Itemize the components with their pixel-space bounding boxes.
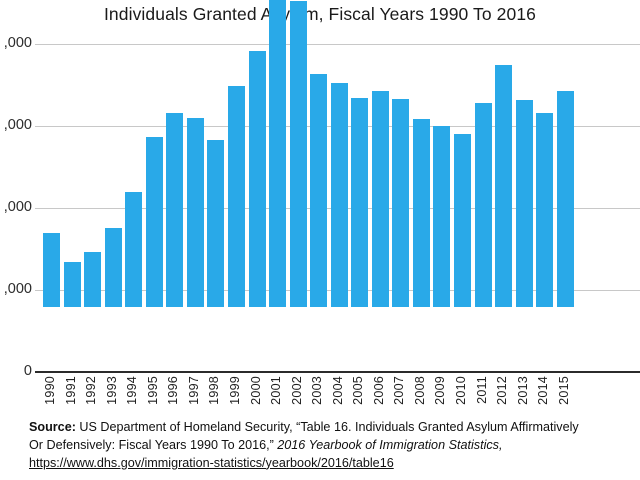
x-axis-tick-label: 1991 [63,376,78,405]
bar[interactable] [248,51,266,307]
x-axis-tick-label: 2005 [351,376,366,405]
x-axis-line [35,371,640,373]
bar[interactable] [43,233,60,307]
x-axis-tick-label: 2008 [412,376,427,405]
bar[interactable] [104,228,122,307]
x-axis-tick-label: 2011 [474,376,489,404]
x-axis-tick-label: 2012 [495,376,510,405]
source-label: Source: [29,420,76,434]
bar[interactable] [84,252,102,307]
x-axis-tick-label: 2003 [310,376,325,405]
x-axis-tick-label: 2015 [556,376,571,405]
y-axis-tick-label: ,000 [3,281,32,297]
source-line-1: Source: US Department of Homeland Securi… [29,419,640,437]
x-axis-tick-label: 1990 [43,376,57,405]
source-note: Source: US Department of Homeland Securi… [29,419,640,473]
bar[interactable] [495,65,513,307]
bar-series: 1990 1991 1992 1993 1994 1995 1996 1997 1998 1999… [43,0,574,405]
bar[interactable] [269,0,287,307]
y-axis-tick-label: ,000 [3,35,32,51]
x-axis-tick-label: 2010 [454,376,468,405]
source-line-3: https://www.dhs.gov/immigration-statisti… [29,455,640,473]
x-axis-tick-label: 1993 [104,376,119,405]
bar[interactable] [310,74,328,307]
bar[interactable] [330,83,348,307]
bar[interactable] [125,192,143,307]
bar[interactable] [454,133,471,307]
source-url-link[interactable]: https://www.dhs.gov/immigration-statisti… [29,455,394,470]
bar[interactable] [515,100,533,307]
x-axis-tick-label: 2000 [248,376,263,405]
source-line-2: Or Defensively: Fiscal Years 1990 To 201… [29,437,640,455]
bar[interactable] [371,91,389,307]
x-axis-tick-label: 1999 [227,376,242,405]
bar[interactable] [289,1,307,307]
x-axis-tick-label: 1997 [186,376,201,405]
bar[interactable] [392,98,410,307]
y-axis-tick-label: 0 [23,363,32,379]
x-axis-tick-label: 2014 [536,376,551,405]
bar[interactable] [166,112,184,307]
x-axis-tick-label: 2006 [371,376,386,405]
chart-title: Individuals Granted Asylum, Fiscal Years… [103,4,537,24]
bar[interactable] [351,97,369,307]
bar[interactable] [433,125,451,307]
bar[interactable] [145,137,163,307]
x-axis-tick-label: 1996 [166,376,181,405]
bar[interactable] [536,113,554,307]
bar[interactable] [474,102,492,307]
x-axis-tick-label: 2009 [433,376,448,405]
bar[interactable] [63,261,81,307]
x-axis-tick-label: 1994 [125,376,140,405]
x-axis-tick-label: 2004 [330,376,345,405]
source-publication-title: 2016 Yearbook of Immigration Statistics, [277,437,503,452]
y-axis-tick-label: ,000 [3,199,32,215]
source-line-1-text: US Department of Homeland Security, “Tab… [75,420,579,434]
bar[interactable] [186,118,204,307]
x-axis-tick-label: 2002 [289,376,304,405]
x-axis-tick-label: 2007 [392,376,407,405]
gridline [35,44,640,45]
x-axis-tick-label: 2001 [269,376,284,405]
source-line-2-text: Or Defensively: Fiscal Years 1990 To 201… [29,437,278,452]
bar[interactable] [207,139,225,307]
bar[interactable] [556,90,574,307]
x-axis-tick-label: 1992 [84,376,99,405]
bar[interactable] [412,119,430,307]
x-axis-tick-label: 1995 [145,376,160,405]
y-axis-tick-label: ,000 [3,117,32,133]
x-axis-tick-label: 2013 [515,376,530,405]
bar[interactable] [227,86,245,307]
x-axis-tick-label: 1998 [207,376,222,405]
